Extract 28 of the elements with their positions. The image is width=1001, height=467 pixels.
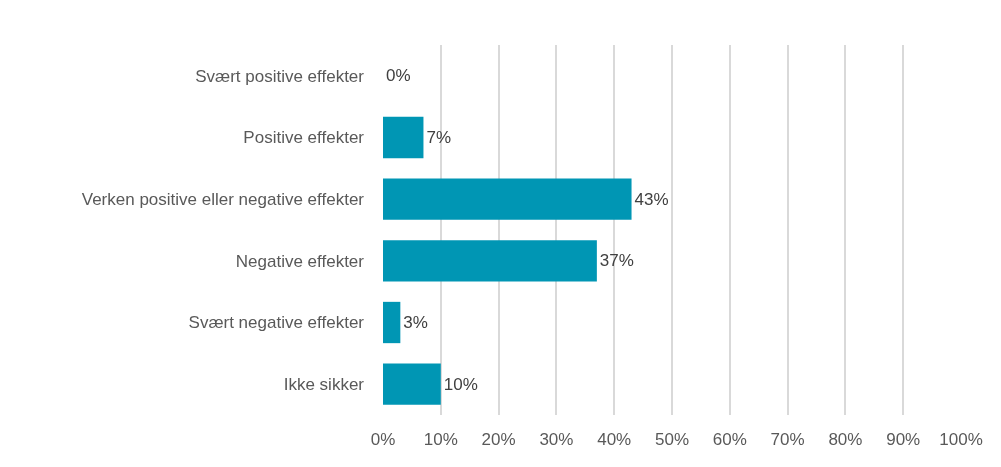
- bar: [383, 240, 597, 282]
- x-tick-label: 80%: [828, 430, 863, 449]
- data-label: 37%: [599, 251, 634, 271]
- x-tick-label: 20%: [481, 430, 516, 449]
- data-label: 3%: [403, 313, 428, 332]
- bar: [383, 363, 441, 405]
- y-tick-label: Negative effekter: [235, 251, 365, 271]
- bar: [383, 301, 401, 344]
- y-tick-label: Verken positive eller negative effekter: [81, 190, 365, 210]
- x-tick-label: 100%: [939, 430, 983, 449]
- x-tick-label: 50%: [654, 430, 690, 449]
- y-tick-label: Positive effekter: [243, 128, 365, 148]
- data-label: 0%: [386, 66, 411, 86]
- bar: [383, 178, 632, 220]
- x-tick-label: 70%: [770, 430, 805, 449]
- x-tick-label: 40%: [597, 430, 632, 449]
- x-tick-label: 60%: [712, 430, 747, 449]
- y-tick-label: Ikke sikker: [283, 375, 365, 395]
- data-label: 10%: [443, 374, 478, 394]
- x-tick-label: 0%: [370, 430, 396, 449]
- data-label: 43%: [634, 189, 669, 209]
- y-tick-label: Svært positive effekter: [195, 66, 365, 86]
- y-tick-label: Svært negative effekter: [188, 313, 365, 333]
- x-tick-label: 10%: [423, 430, 458, 449]
- x-tick-label: 90%: [886, 430, 921, 449]
- data-label: 7%: [426, 128, 452, 147]
- x-tick-label: 30%: [539, 430, 574, 449]
- bar: [383, 116, 424, 159]
